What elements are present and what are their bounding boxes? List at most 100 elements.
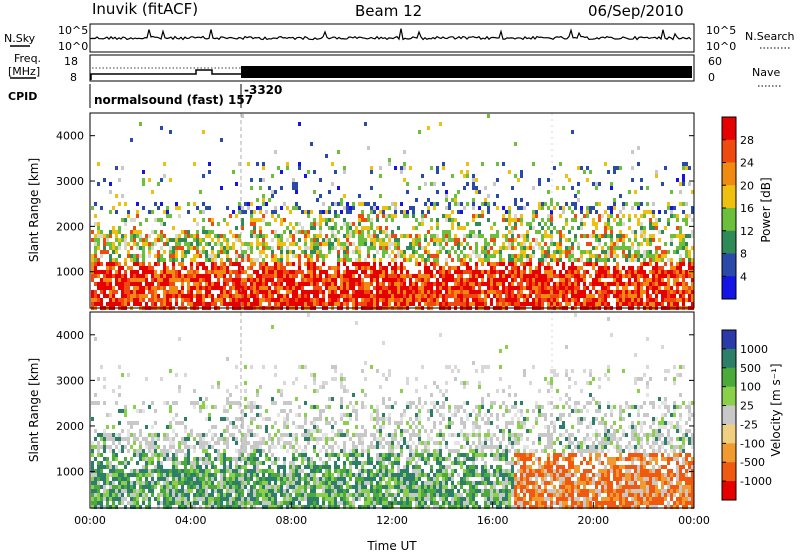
heatmap-cell [571, 186, 574, 190]
heatmap-cell [670, 270, 673, 274]
heatmap-cell [517, 302, 520, 306]
heatmap-cell [187, 493, 190, 497]
heatmap-cell [265, 202, 268, 206]
heatmap-cell [619, 270, 622, 274]
heatmap-cell [505, 234, 508, 238]
heatmap-cell [145, 242, 148, 246]
heatmap-cell [676, 234, 679, 238]
heatmap-cell [337, 214, 340, 218]
heatmap-cell [289, 465, 292, 469]
heatmap-cell [103, 505, 106, 509]
heatmap-cell [235, 505, 238, 509]
heatmap-cell [373, 270, 376, 274]
heatmap-cell [316, 453, 319, 457]
heatmap-cell [496, 178, 499, 182]
heatmap-cell [253, 294, 256, 298]
heatmap-cell [292, 489, 295, 493]
heatmap-cell [154, 437, 157, 441]
heatmap-cell [241, 206, 244, 210]
heatmap-cell [196, 501, 199, 505]
heatmap-cell [256, 282, 259, 286]
heatmap-cell [127, 286, 130, 290]
heatmap-cell [466, 262, 469, 266]
heatmap-cell [334, 274, 337, 278]
heatmap-cell [310, 493, 313, 497]
heatmap-cell [424, 278, 427, 282]
heatmap-cell [682, 166, 685, 170]
heatmap-cell [226, 254, 229, 258]
heatmap-cell [271, 230, 274, 234]
heatmap-cell [253, 258, 256, 262]
heatmap-cell [400, 262, 403, 266]
heatmap-cell [307, 437, 310, 441]
heatmap-cell [172, 290, 175, 294]
heatmap-cell [535, 238, 538, 242]
heatmap-cell [412, 246, 415, 250]
heatmap-cell [436, 290, 439, 294]
heatmap-cell [217, 222, 220, 226]
heatmap-cell [388, 286, 391, 290]
heatmap-cell [202, 493, 205, 497]
heatmap-cell [328, 302, 331, 306]
heatmap-cell [535, 298, 538, 302]
heatmap-cell [667, 290, 670, 294]
heatmap-cell [172, 286, 175, 290]
heatmap-cell [490, 234, 493, 238]
heatmap-cell [130, 501, 133, 505]
heatmap-cell [310, 433, 313, 437]
heatmap-cell [250, 497, 253, 501]
heatmap-cell [283, 409, 286, 413]
heatmap-cell [340, 274, 343, 278]
heatmap-cell [112, 274, 115, 278]
heatmap-cell [238, 302, 241, 306]
heatmap-cell [217, 234, 220, 238]
heatmap-cell [274, 286, 277, 290]
heatmap-cell [160, 302, 163, 306]
heatmap-cell [478, 190, 481, 194]
heatmap-cell [172, 497, 175, 501]
heatmap-cell [403, 302, 406, 306]
heatmap-cell [124, 278, 127, 282]
heatmap-cell [529, 246, 532, 250]
heatmap-cell [235, 282, 238, 286]
heatmap-cell [511, 226, 514, 230]
heatmap-cell [220, 294, 223, 298]
heatmap-cell [295, 286, 298, 290]
heatmap-cell [310, 290, 313, 294]
heatmap-cell [268, 417, 271, 421]
heatmap-cell [361, 218, 364, 222]
heatmap-cell [310, 226, 313, 230]
heatmap-cell [358, 258, 361, 262]
heatmap-cell [250, 218, 253, 222]
heatmap-cell [382, 266, 385, 270]
heatmap-cell [259, 481, 262, 485]
heatmap-cell [301, 505, 304, 509]
heatmap-cell [412, 294, 415, 298]
heatmap-cell [307, 433, 310, 437]
heatmap-cell [556, 286, 559, 290]
heatmap-cell [358, 254, 361, 258]
heatmap-cell [649, 294, 652, 298]
heatmap-cell [253, 501, 256, 505]
heatmap-cell [142, 453, 145, 457]
heatmap-cell [253, 433, 256, 437]
heatmap-cell [301, 365, 304, 369]
heatmap-cell [391, 286, 394, 290]
heatmap-cell [139, 481, 142, 485]
heatmap-cell [145, 481, 148, 485]
heatmap-cell [484, 294, 487, 298]
heatmap-cell [223, 465, 226, 469]
heatmap-cell [259, 405, 262, 409]
heatmap-cell [115, 246, 118, 250]
heatmap-cell [94, 429, 97, 433]
heatmap-cell [100, 461, 103, 465]
heatmap-cell [358, 290, 361, 294]
heatmap-cell [373, 298, 376, 302]
heatmap-cell [172, 481, 175, 485]
heatmap-cell [268, 278, 271, 282]
heatmap-cell [109, 242, 112, 246]
heatmap-cell [415, 290, 418, 294]
heatmap-cell [574, 274, 577, 278]
heatmap-cell [283, 286, 286, 290]
